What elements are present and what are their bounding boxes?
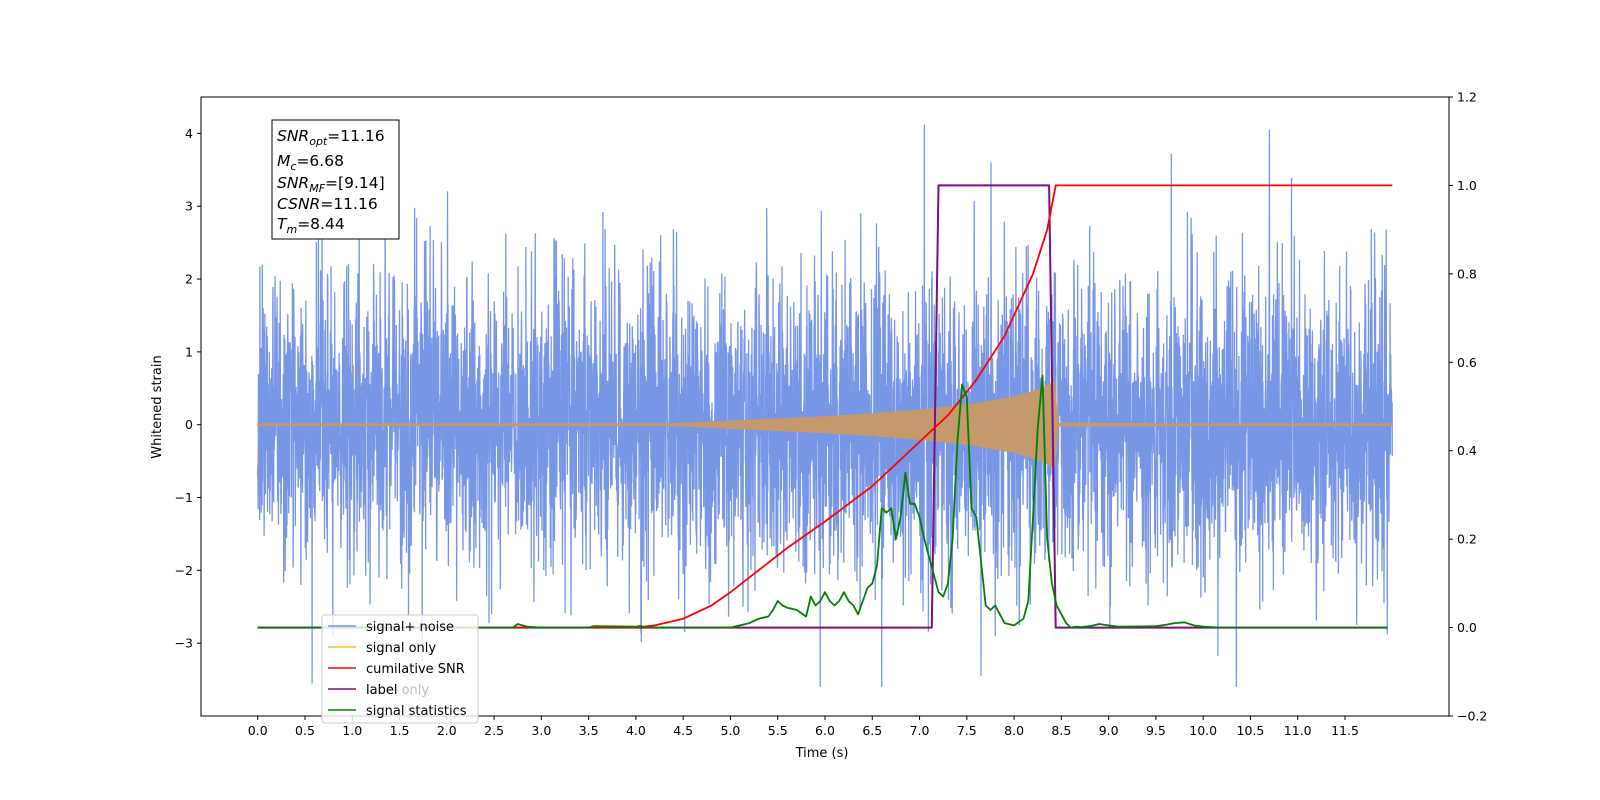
series-signal-only <box>257 380 1393 469</box>
y2-tick-label-3: 0.4 <box>1457 443 1477 458</box>
y-tick-label-7: 4 <box>185 126 193 141</box>
y2-tick-label-2: 0.2 <box>1457 532 1477 547</box>
y2-tick-label-4: 0.6 <box>1457 355 1477 370</box>
x-tick-label-0: 0.0 <box>248 723 268 738</box>
x-tick-label-12: 6.0 <box>815 723 835 738</box>
legend-frame <box>321 614 479 724</box>
legend-label-label-only: label only <box>366 683 429 698</box>
x-tick-label-1: 0.5 <box>295 723 315 738</box>
legend-label-signal-only: signal only <box>366 641 436 656</box>
y-tick-label-3: 0 <box>185 417 193 432</box>
legend-label-cumulative-snr: cumilative SNR <box>366 662 465 677</box>
info-mc: Mc=6.68 <box>277 152 344 173</box>
x-tick-label-21: 10.5 <box>1237 723 1265 738</box>
x-tick-label-5: 2.5 <box>484 723 504 738</box>
x-tick-label-10: 5.0 <box>721 723 741 738</box>
x-tick-label-2: 1.0 <box>342 723 362 738</box>
info-tm: Tm=8.44 <box>277 215 345 236</box>
y-axis-label: Whitened strain <box>150 355 165 458</box>
x-tick-label-7: 3.5 <box>579 723 599 738</box>
x-tick-label-20: 10.0 <box>1189 723 1217 738</box>
y-tick-label-1: −2 <box>175 563 193 578</box>
y-tick-label-2: −1 <box>175 490 193 505</box>
y2-tick-label-5: 0.8 <box>1457 266 1477 281</box>
x-tick-label-22: 11.0 <box>1284 723 1312 738</box>
series-signal-statistics <box>257 374 1388 629</box>
info-snr-opt: SNRopt=11.16 <box>277 127 385 148</box>
y2-tick-label-0: −0.2 <box>1457 709 1487 724</box>
x-tick-label-15: 7.5 <box>957 723 977 738</box>
x-tick-label-3: 1.5 <box>390 723 410 738</box>
legend-label-signal-statistics: signal statistics <box>366 704 467 719</box>
info-snr-mf: SNRMF=[9.14] <box>277 174 385 195</box>
x-tick-label-4: 2.0 <box>437 723 457 738</box>
y-axis-right: −0.2 0.0 0.2 0.4 0.6 0.8 1.0 1.2 <box>1449 90 1487 724</box>
x-tick-label-13: 6.5 <box>862 723 882 738</box>
x-tick-label-23: 11.5 <box>1331 723 1359 738</box>
x-tick-label-9: 4.5 <box>673 723 693 738</box>
info-csnr: CSNR=11.16 <box>277 195 378 213</box>
x-tick-label-14: 7.0 <box>910 723 930 738</box>
series-layer <box>257 124 1393 687</box>
info-box: SNRopt=11.16 Mc=6.68 SNRMF=[9.14] CSNR=1… <box>271 119 400 240</box>
x-tick-label-8: 4.0 <box>626 723 646 738</box>
x-tick-label-16: 8.0 <box>1004 723 1024 738</box>
y-tick-label-6: 3 <box>185 199 193 214</box>
y2-tick-label-1: 0.0 <box>1457 620 1477 635</box>
y2-tick-label-6: 1.0 <box>1457 178 1477 193</box>
y-tick-label-4: 1 <box>185 344 193 359</box>
legend-label-signal-noise: signal+ noise <box>366 620 454 635</box>
y2-tick-label-7: 1.2 <box>1457 90 1477 105</box>
info-box-frame <box>271 119 400 240</box>
y-tick-label-5: 2 <box>185 272 193 287</box>
legend-label-label: label <box>366 683 397 698</box>
y-axis-left: −3 −2 −1 0 1 2 3 4 <box>175 126 201 651</box>
x-tick-label-6: 3.0 <box>531 723 551 738</box>
x-axis: 0.0 0.5 1.0 1.5 2.0 2.5 3.0 3.5 4.0 4.5 5.0 5.5 6.0 6… <box>248 716 1359 738</box>
x-tick-label-11: 5.5 <box>768 723 788 738</box>
series-signal-noise <box>257 124 1393 687</box>
legend: signal+ noise signal only cumilative SNR… <box>321 614 479 724</box>
series-label <box>257 184 1388 629</box>
y-tick-label-0: −3 <box>175 636 193 651</box>
series-cumulative-snr <box>257 184 1393 629</box>
x-tick-label-17: 8.5 <box>1051 723 1071 738</box>
x-axis-label: Time (s) <box>795 746 849 761</box>
x-tick-label-18: 9.0 <box>1099 723 1119 738</box>
x-tick-label-19: 9.5 <box>1146 723 1166 738</box>
